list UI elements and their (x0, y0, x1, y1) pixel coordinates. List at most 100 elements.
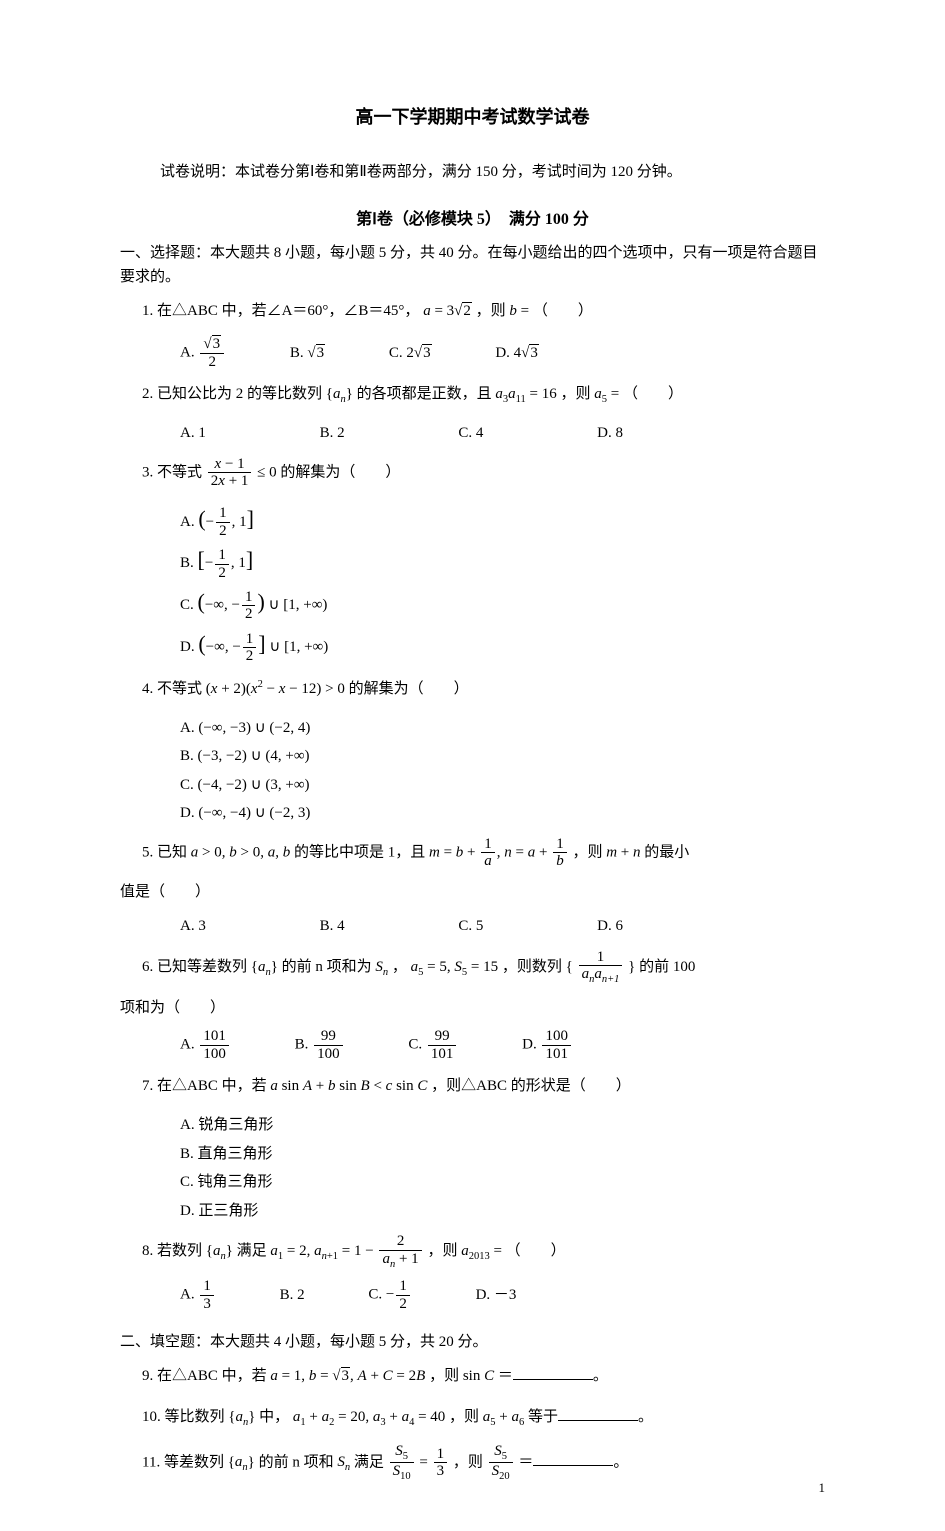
q9-text-b: ，则 (429, 1368, 459, 1384)
part1-title: 第Ⅰ卷（必修模块 5） 满分 100 分 (120, 205, 825, 235)
question-2: 2. 已知公比为 2 的等比数列 {an} 的各项都是正数，且 a3a11 = … (120, 378, 825, 411)
q1-options: A. 32 B. 3 C. 23 D. 43 (120, 336, 825, 370)
q10-text-a: 等比数列 { (165, 1409, 236, 1425)
q11-text-b: } 的前 n 项和 (248, 1454, 334, 1470)
q1-opt-a: A. 32 (180, 336, 226, 370)
q11-end: 。 (613, 1454, 628, 1470)
q2-text-b: } 的各项都是正数，且 (346, 386, 492, 402)
q8-opt-c: C. −12 (368, 1278, 411, 1312)
question-8: 8. 若数列 {an} 满足 a1 = 2, an+1 = 1 − 2an + … (120, 1233, 825, 1270)
q6-text-d: ，则数列 { (502, 959, 573, 975)
q10-end: 。 (638, 1409, 653, 1425)
q3-options: A. (−12, 1] B. [−12, 1] C. (−∞, −12) ∪ [… (120, 498, 825, 665)
q4-text-a: 不等式 (157, 681, 202, 697)
q1-math2: b (509, 303, 517, 319)
q5-num: 5. (142, 844, 153, 860)
q10-text-d: 等于 (528, 1409, 558, 1425)
q8-opt-a: A. 13 (180, 1278, 216, 1312)
section2-heading: 二、填空题：本大题共 4 小题，每小题 5 分，共 20 分。 (120, 1330, 825, 1354)
q5-opt-b: B. 4 (320, 912, 345, 941)
blank-icon (533, 1450, 613, 1466)
q3-opt-b: B. [−12, 1] (180, 539, 490, 581)
q5-tail: 值是（ ） (120, 878, 825, 907)
q1-num: 1. (142, 303, 153, 319)
q6-opt-d: D. 100101 (522, 1028, 573, 1062)
q6-num: 6. (142, 959, 153, 975)
q3-opt-d: D. (−∞, −12] ∪ [1, +∞) (180, 623, 490, 665)
blank-icon (558, 1405, 638, 1421)
q6-opt-a: A. 101100 (180, 1028, 231, 1062)
q7-opt-d: D. 正三角形 (180, 1197, 490, 1226)
q9-text-a: 在△ABC 中，若 (157, 1368, 267, 1384)
q2-num: 2. (142, 386, 153, 402)
q8-opt-b: B. 2 (280, 1281, 305, 1310)
q4-opt-b: B. (−3, −2) ∪ (4, +∞) (180, 742, 490, 771)
q9-num: 9. (142, 1368, 153, 1384)
q10-num: 10. (142, 1409, 161, 1425)
q5-opt-d: D. 6 (597, 912, 623, 941)
q4-num: 4. (142, 681, 153, 697)
q6-text-c: ， (392, 959, 407, 975)
q4-options: A. (−∞, −3) ∪ (−2, 4) B. (−3, −2) ∪ (4, … (120, 714, 825, 828)
q3-num: 3. (142, 464, 153, 480)
q11-text-a: 等差数列 { (164, 1454, 235, 1470)
blank-icon (513, 1364, 593, 1380)
q6-opt-c: C. 99101 (408, 1028, 458, 1062)
q8-text-c: ，则 (427, 1243, 457, 1259)
question-9: 9. 在△ABC 中，若 a = 1, b = 3, A + C = 2B ，则… (120, 1360, 825, 1393)
q6-tail: 项和为（ ） (120, 994, 825, 1023)
q7-opt-b: B. 直角三角形 (180, 1140, 490, 1169)
q4-opt-d: D. (−∞, −4) ∪ (−2, 3) (180, 799, 490, 828)
q1-math1: a (423, 303, 431, 319)
q7-text-a: 在△ABC 中，若 (157, 1078, 267, 1094)
q1-opt-d: D. 43 (495, 339, 539, 368)
q7-options: A. 锐角三角形 B. 直角三角形 C. 钝角三角形 D. 正三角形 (120, 1111, 825, 1225)
q8-num: 8. (142, 1243, 153, 1259)
q1-text-b: ，则 (476, 303, 506, 319)
q6-text-a: 已知等差数列 { (157, 959, 258, 975)
exam-page: 高一下学期期中考试数学试卷 试卷说明：本试卷分第Ⅰ卷和第Ⅱ卷两部分，满分 150… (0, 0, 945, 1531)
q5-options: A. 3 B. 4 C. 5 D. 6 (120, 912, 825, 941)
q2-text-a: 已知公比为 2 的等比数列 { (157, 386, 333, 402)
q2-text-c: ，则 (561, 386, 591, 402)
q2-options: A. 1 B. 2 C. 4 D. 8 (120, 419, 825, 448)
sqrt-icon: 2 (454, 295, 472, 328)
q5-text-d: 的最小 (644, 844, 689, 860)
q9-end: 。 (593, 1368, 608, 1384)
q8-options: A. 13 B. 2 C. −12 D. －3 (120, 1278, 825, 1312)
q9-suffix: ＝ (498, 1368, 513, 1384)
q7-opt-a: A. 锐角三角形 (180, 1111, 440, 1140)
q3-text-b: 的解集为（ ） (280, 464, 400, 480)
q5-opt-c: C. 5 (458, 912, 483, 941)
q1-opt-b: B. 3 (290, 339, 325, 368)
exam-description: 试卷说明：本试卷分第Ⅰ卷和第Ⅱ卷两部分，满分 150 分，考试时间为 120 分… (120, 158, 825, 187)
question-1: 1. 在△ABC 中，若∠A＝60°，∠B＝45°， a = 32 ，则 b =… (120, 295, 825, 328)
q10-text-c: ，则 (449, 1409, 479, 1425)
q5-opt-a: A. 3 (180, 912, 206, 941)
q11-text-c: 满足 (354, 1454, 384, 1470)
question-6: 6. 已知等差数列 {an} 的前 n 项和为 Sn ， a5 = 5, S5 … (120, 949, 825, 986)
q4-opt-a: A. (−∞, −3) ∪ (−2, 4) (180, 714, 490, 743)
question-5: 5. 已知 a > 0, b > 0, a, b 的等比中项是 1，且 m = … (120, 836, 825, 870)
q1-paren: （ ） (533, 303, 593, 319)
q1-text-a: 在△ABC 中，若∠A＝60°，∠B＝45°， (157, 303, 419, 319)
section1-heading: 一、选择题：本大题共 8 小题，每小题 5 分，共 40 分。在每小题给出的四个… (120, 241, 825, 289)
q5-text-b: 的等比中项是 1，且 (294, 844, 425, 860)
q1-opt-c: C. 23 (389, 339, 432, 368)
question-4: 4. 不等式 (x + 2)(x2 − x − 12) > 0 的解集为（ ） (120, 673, 825, 706)
page-number: 1 (819, 1476, 826, 1501)
q5-text-c: ，则 (572, 844, 602, 860)
q3-text-a: 不等式 (157, 464, 202, 480)
q2-opt-a: A. 1 (180, 419, 206, 448)
q3-opt-a: A. (−12, 1] (180, 498, 490, 540)
q10-text-b: } 中， (248, 1409, 289, 1425)
q7-text-b: ，则△ABC 的形状是（ ） (431, 1078, 631, 1094)
q11-num: 11. (142, 1454, 160, 1470)
q8-text-b: } 满足 (226, 1243, 267, 1259)
q2-opt-b: B. 2 (320, 419, 345, 448)
q8-opt-d: D. －3 (476, 1281, 517, 1310)
question-11: 11. 等差数列 {an} 的前 n 项和 Sn 满足 S5S10 = 13 ，… (120, 1443, 825, 1483)
q6-text-e: } 的前 100 (628, 959, 695, 975)
q8-paren: （ ） (506, 1243, 566, 1259)
exam-title: 高一下学期期中考试数学试卷 (120, 100, 825, 134)
